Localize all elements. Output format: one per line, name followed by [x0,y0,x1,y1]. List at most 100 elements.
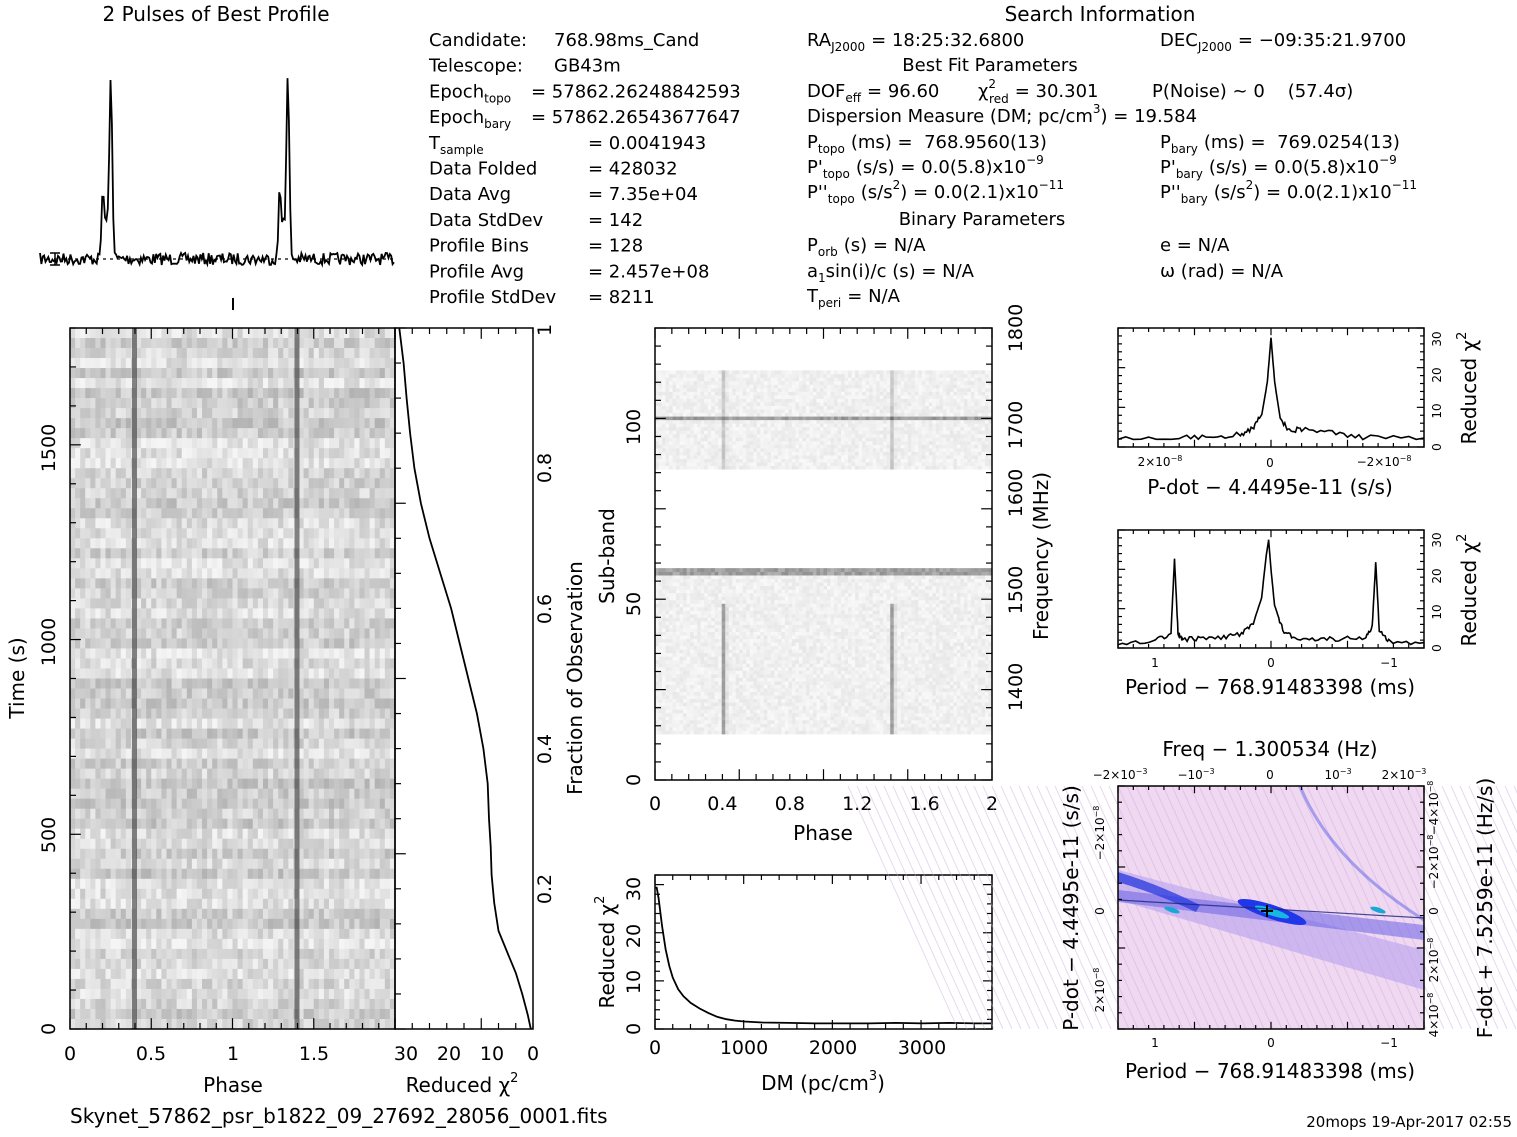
time-heat-cell [116,959,121,969]
time-heat-cell [238,368,243,378]
time-heat-cell [273,959,278,969]
time-heat-cell [212,699,217,709]
time-heat-cell [75,458,80,468]
time-heat-cell [207,729,212,739]
time-heat-cell [324,799,329,809]
time-heat-cell [370,408,375,418]
time-heat-cell [370,819,375,829]
time-heat-cell [380,909,385,919]
subband-cell [662,724,666,728]
time-heat-cell [365,638,370,648]
time-heat-cell [258,538,263,548]
time-heat-cell [222,989,227,999]
time-heat-cell [212,959,217,969]
time-heat-cell [121,488,126,498]
time-heat-cell [365,699,370,709]
time-heat-cell [100,979,105,989]
time-heat-cell [166,769,171,779]
time-heat-cell [273,789,278,799]
time-heat-cell [182,548,187,558]
time-heat-cell [380,628,385,638]
subband-cell [781,724,785,728]
subband-cell [795,731,799,735]
time-heat-cell [207,899,212,909]
time-heat-cell [334,1019,339,1029]
time-heat-cell [187,769,192,779]
time-heat-cell [121,839,126,849]
time-heat-cell [172,879,177,889]
time-heat-cell [146,819,151,829]
time-heat-cell [146,538,151,548]
time-heat-cell [329,418,334,428]
time-heat-cell [380,618,385,628]
time-heat-cell [253,668,258,678]
time-heat-cell [309,378,314,388]
time-heat-cell [238,979,243,989]
time-heat-cell [222,919,227,929]
time-heat-cell [354,899,359,909]
time-heat-cell [207,468,212,478]
time-heat-cell [365,679,370,689]
time-heat-cell [161,999,166,1009]
time-heat-cell [278,478,283,488]
time-heat-cell [85,578,90,588]
time-heat-cell [202,588,207,598]
subband-cell [697,724,701,728]
time-heat-cell [375,879,380,889]
tperi-row: Tperi= N/A [806,286,901,310]
time-heat-cell [222,689,227,699]
time-heat-cell [80,358,85,368]
time-heat-cell [70,568,75,578]
time-heat-cell [141,879,146,889]
time-heat-cell [253,358,258,368]
time-heat-cell [268,418,273,428]
time-heat-cell [380,749,385,759]
time-heat-cell [319,749,324,759]
time-heat-cell [309,809,314,819]
time-heat-cell [90,829,95,839]
time-heat-cell [258,508,263,518]
time-heat-cell [227,769,232,779]
time-heat-cell [339,849,344,859]
time-heat-cell [151,398,156,408]
time-heat-cell [100,588,105,598]
time-heat-cell [324,508,329,518]
time-heat-cell [253,468,258,478]
time-heat-cell [80,548,85,558]
subband-cell [694,724,698,728]
time-heat-cell [304,668,309,678]
time-heat-cell [75,889,80,899]
time-heat-cell [85,879,90,889]
time-heat-cell [227,939,232,949]
time-heat-cell [258,488,263,498]
dec-sub: J2000 [1197,40,1232,54]
time-heat-cell [151,498,156,508]
time-heat-cell [349,689,354,699]
time-heat-cell [365,668,370,678]
subband-cell [862,724,866,728]
time-heat-cell [217,598,222,608]
time-heat-cell [182,909,187,919]
time-heat-cell [192,628,197,638]
time-heat-cell [354,328,359,338]
subband-cell [711,731,715,735]
time-heat-cell [258,468,263,478]
time-heat-cell [111,358,116,368]
time-heat-cell [319,388,324,398]
subband-cell [795,724,799,728]
time-heat-cell [177,969,182,979]
time-heat-cell [359,368,364,378]
time-heat-cell [75,909,80,919]
subband-cell [722,724,726,728]
time-heat-cell [182,358,187,368]
subband-cell [659,727,663,731]
time-heat-cell [349,368,354,378]
time-heat-cell [253,328,258,338]
time-heat-cell [141,608,146,618]
time-heat-cell [177,709,182,719]
time-heat-cell [263,588,268,598]
time-heat-cell [161,789,166,799]
pddbary-value: (s/s [1214,182,1246,203]
time-heat-cell [359,779,364,789]
time-heat-cell [141,528,146,538]
